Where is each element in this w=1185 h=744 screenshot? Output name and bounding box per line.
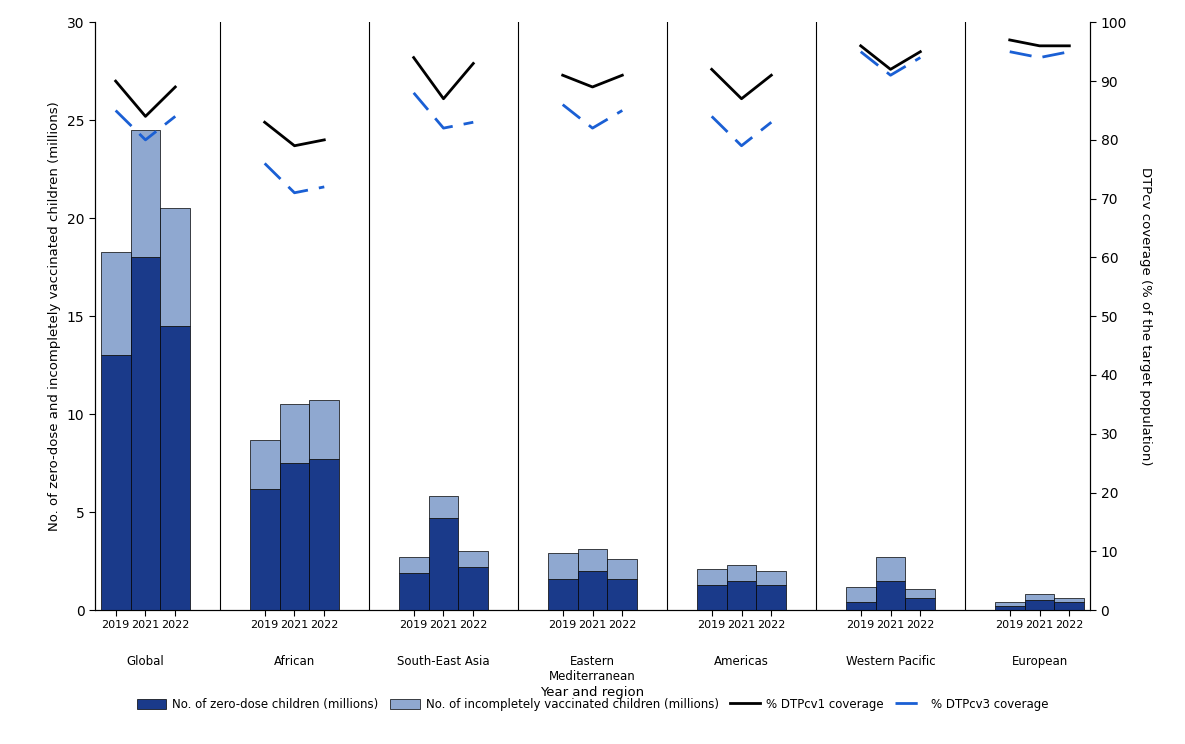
Bar (1025, 594, 1055, 600)
Bar (309, 459, 339, 610)
Bar (905, 589, 935, 598)
Bar (577, 571, 608, 610)
Bar (726, 565, 756, 580)
Text: African: African (274, 655, 315, 667)
Bar (101, 356, 130, 610)
Bar (429, 496, 459, 518)
Bar (697, 585, 726, 610)
Bar (250, 489, 280, 610)
Bar (905, 598, 935, 610)
Bar (250, 440, 280, 489)
Bar (995, 606, 1025, 610)
Text: Year and region: Year and region (540, 687, 645, 699)
Bar (756, 585, 786, 610)
Bar (995, 602, 1025, 606)
Bar (876, 557, 905, 580)
Text: Global: Global (127, 655, 165, 667)
Bar (846, 602, 876, 610)
Bar (130, 130, 160, 257)
Bar (160, 208, 190, 326)
Text: Eastern
Mediterranean: Eastern Mediterranean (549, 655, 636, 682)
Y-axis label: No. of zero-dose and incompletely vaccinated children (millions): No. of zero-dose and incompletely vaccin… (49, 101, 62, 531)
Bar (846, 586, 876, 602)
Bar (160, 326, 190, 610)
Bar (876, 580, 905, 610)
Bar (459, 567, 488, 610)
Bar (429, 518, 459, 610)
Bar (459, 551, 488, 567)
Bar (399, 557, 429, 573)
Bar (697, 569, 726, 585)
Bar (399, 573, 429, 610)
Bar (726, 580, 756, 610)
Bar (280, 463, 309, 610)
Bar (577, 549, 608, 571)
Bar (130, 257, 160, 610)
Bar (101, 251, 130, 356)
Legend: No. of zero-dose children (millions), No. of incompletely vaccinated children (m: No. of zero-dose children (millions), No… (132, 693, 1053, 716)
Bar (547, 554, 577, 579)
Bar (608, 579, 638, 610)
Y-axis label: DTPcv coverage (% of the target population): DTPcv coverage (% of the target populati… (1139, 167, 1152, 466)
Bar (547, 579, 577, 610)
Text: Western Pacific: Western Pacific (846, 655, 935, 667)
Bar (1055, 598, 1084, 602)
Bar (1055, 602, 1084, 610)
Bar (608, 559, 638, 579)
Text: South-East Asia: South-East Asia (397, 655, 489, 667)
Bar (756, 571, 786, 585)
Bar (309, 400, 339, 459)
Bar (280, 405, 309, 463)
Bar (1025, 600, 1055, 610)
Text: Americas: Americas (715, 655, 769, 667)
Text: European: European (1012, 655, 1068, 667)
